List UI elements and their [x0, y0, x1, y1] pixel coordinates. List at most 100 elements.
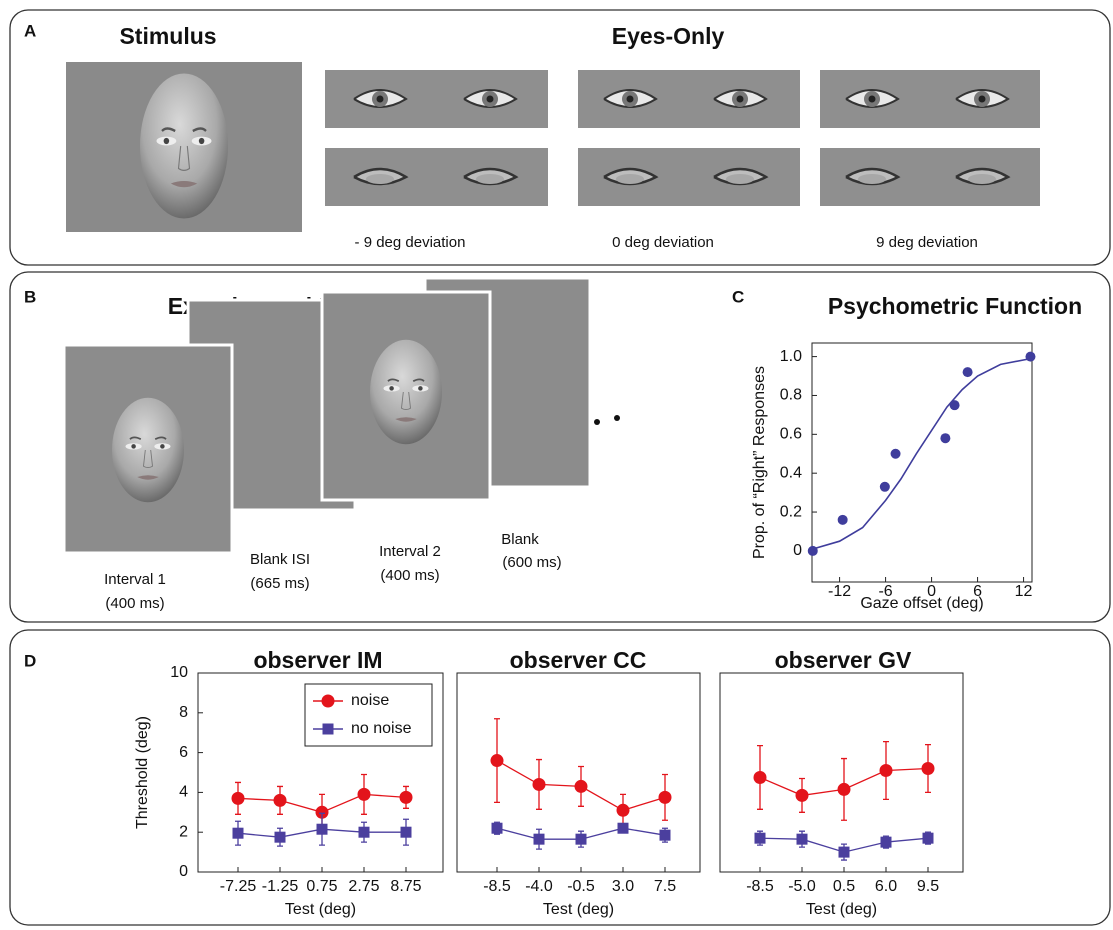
data-point	[491, 822, 503, 834]
x-tick-label: -12	[828, 583, 851, 600]
x-tick-label: 3.0	[612, 878, 634, 895]
data-point	[357, 787, 371, 801]
chart-title: observer CC	[510, 647, 647, 673]
data-point	[232, 827, 244, 839]
panel-frame	[9, 629, 1111, 926]
ellipsis-dot	[614, 415, 620, 421]
data-point	[532, 777, 546, 791]
x-tick-label: -5.0	[788, 878, 816, 895]
panel-label: C	[732, 287, 744, 306]
y-tick-label: 0.4	[780, 464, 802, 481]
card-caption: Interval 2	[379, 543, 441, 560]
panel-title: Eyes-Only	[612, 23, 725, 49]
plot-frame	[456, 672, 701, 873]
data-point	[879, 764, 893, 778]
panel-label: D	[24, 651, 36, 670]
data-point	[879, 481, 890, 492]
x-tick-label: -6	[878, 583, 892, 600]
data-point	[316, 823, 328, 835]
data-point	[838, 846, 850, 858]
plot-frame	[197, 672, 444, 873]
panel-title: Stimulus	[119, 23, 216, 49]
data-point	[922, 832, 934, 844]
data-point	[940, 433, 951, 444]
y-axis-label: Threshold (deg)	[134, 716, 151, 829]
data-point	[400, 826, 412, 838]
data-point	[274, 831, 286, 843]
data-point	[796, 833, 808, 845]
data-point	[837, 514, 848, 525]
panel-frame	[9, 9, 1111, 266]
x-tick-label: 0.5	[833, 878, 855, 895]
x-tick-label: 2.75	[348, 878, 379, 895]
panel-frame	[9, 271, 1111, 623]
data-point	[273, 793, 287, 807]
x-tick-label: 0.75	[306, 878, 337, 895]
data-point	[658, 790, 672, 804]
y-tick-label: 1.0	[780, 348, 802, 365]
face-image	[111, 396, 185, 504]
y-axis-label: Prop. of “Right” Responses	[751, 366, 768, 559]
data-point	[399, 790, 413, 804]
panel-label: B	[24, 287, 36, 306]
card-caption: Interval 1	[104, 571, 166, 588]
x-tick-label: -8.5	[746, 878, 774, 895]
x-tick-label: 6	[973, 583, 982, 600]
y-tick-label: 6	[179, 744, 188, 761]
x-tick-label: 7.5	[654, 878, 676, 895]
data-point	[949, 400, 960, 411]
legend-box	[304, 683, 433, 747]
data-point	[1025, 351, 1036, 362]
chart-title: Psychometric Function	[828, 293, 1082, 319]
y-tick-label: 10	[170, 664, 188, 681]
x-tick-label: 9.5	[917, 878, 939, 895]
y-tick-label: 4	[179, 784, 188, 801]
y-tick-label: 0	[179, 863, 188, 880]
x-tick-label: 0	[927, 583, 936, 600]
data-point	[890, 448, 901, 459]
card-caption: (400 ms)	[105, 595, 164, 612]
card-caption: (665 ms)	[250, 575, 309, 592]
data-point	[533, 833, 545, 845]
x-axis-label: Test (deg)	[285, 901, 356, 918]
data-point	[231, 791, 245, 805]
data-point	[315, 805, 329, 819]
card-caption: (600 ms)	[502, 554, 561, 571]
charts: Psychometric Function 0 0.2 0.4 0.6 0.8 1.0 Pro…	[134, 293, 1082, 918]
data-point	[754, 832, 766, 844]
chart-title: observer GV	[775, 647, 912, 673]
data-point	[574, 779, 588, 793]
x-tick-label: -7.25	[220, 878, 257, 895]
data-point	[617, 822, 629, 834]
eye-images	[325, 70, 1040, 206]
ellipsis-dot	[594, 419, 600, 425]
y-tick-label: 0	[793, 542, 802, 559]
data-point	[807, 545, 818, 556]
data-point	[575, 833, 587, 845]
x-tick-label: -1.25	[262, 878, 299, 895]
stimulus-image	[66, 62, 302, 232]
x-tick-label: -4.0	[525, 878, 553, 895]
card-caption: Blank ISI	[250, 551, 310, 568]
x-tick-label: 8.75	[390, 878, 421, 895]
caption: 0 deg deviation	[612, 234, 714, 251]
y-tick-label: 0.6	[780, 426, 802, 443]
legend-label: noise	[351, 692, 389, 709]
data-point	[962, 367, 973, 378]
data-point	[659, 829, 671, 841]
data-point	[921, 762, 935, 776]
data-point	[753, 770, 767, 784]
legend-label: no noise	[351, 720, 412, 737]
x-tick-label: 12	[1015, 583, 1033, 600]
y-tick-label: 0.8	[780, 387, 802, 404]
fit-curve	[812, 357, 1032, 550]
chart-title: observer IM	[253, 647, 382, 673]
data-point	[616, 803, 630, 817]
data-point	[322, 723, 334, 735]
data-point	[795, 788, 809, 802]
y-tick-label: 0.2	[780, 503, 802, 520]
x-tick-label: -0.5	[567, 878, 595, 895]
data-point	[837, 782, 851, 796]
caption: 9 deg deviation	[876, 234, 978, 251]
